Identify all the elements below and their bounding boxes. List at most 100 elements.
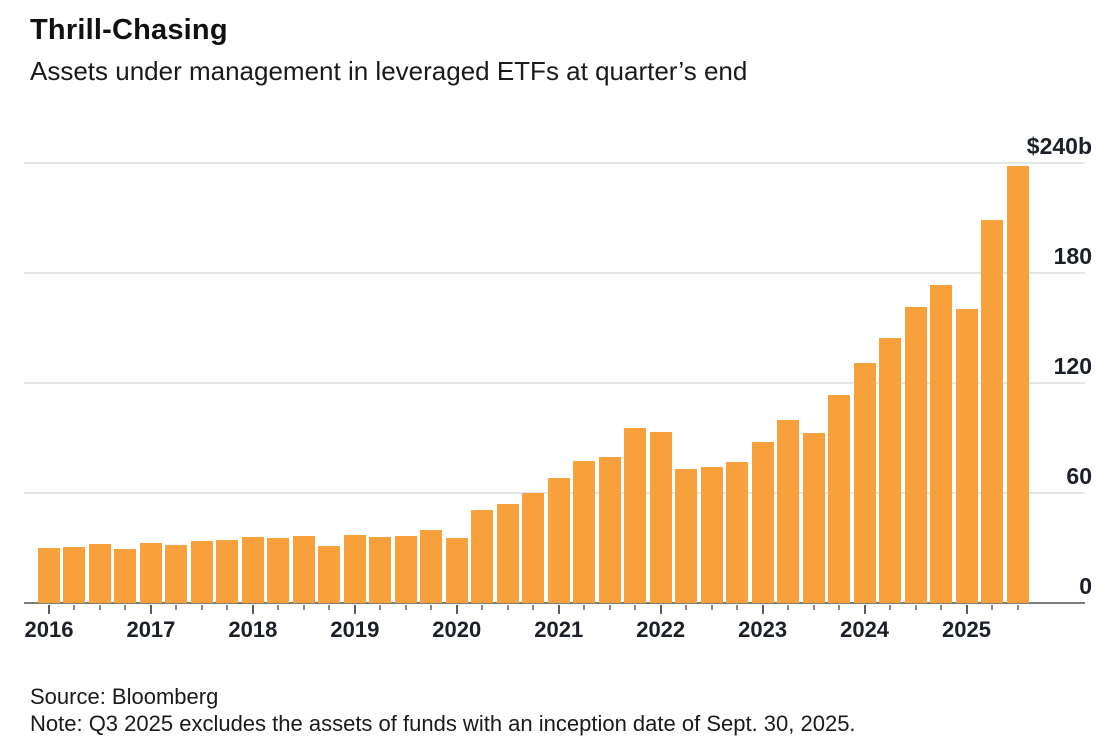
x-tick-quarter [124,605,127,610]
bar [165,545,188,603]
bar [904,306,927,603]
x-tick-quarter [685,605,688,610]
y-gridline [24,162,1085,164]
x-tick-quarter [812,605,815,610]
y-axis-label: 180 [1053,243,1092,269]
x-tick-quarter [583,605,586,610]
bar [420,529,443,603]
x-axis-baseline [24,602,1085,604]
bar [292,536,315,603]
note-text: Note: Q3 2025 excludes the assets of fun… [30,711,856,736]
bar [802,433,825,603]
bar [751,441,774,603]
bar [139,542,162,603]
y-axis-label: 0 [1079,573,1092,599]
y-axis-label: 60 [1066,463,1092,489]
bar [624,427,647,603]
bar [930,284,953,603]
bar [445,537,468,603]
y-gridline [24,272,1085,274]
x-tick-year [455,605,458,614]
x-tick-quarter [634,605,637,610]
x-tick-year [761,605,764,614]
y-axis-label: $240b [1026,133,1092,159]
x-axis-year-label: 2020 [432,617,482,642]
chart-title: Thrill-Chasing [30,14,228,46]
bar [1006,165,1029,603]
x-tick-quarter [404,605,407,610]
x-tick-quarter [506,605,509,610]
x-axis-year-label: 2018 [228,617,278,642]
bar [649,431,672,603]
x-tick-quarter [200,605,203,610]
x-tick-quarter [838,605,841,610]
chart-subtitle: Assets under management in leveraged ETF… [30,56,748,86]
x-tick-quarter [608,605,611,610]
x-axis-year-label: 2023 [738,617,788,642]
x-tick-quarter [736,605,739,610]
bar [38,548,60,603]
bar [267,537,290,603]
bar [675,469,698,603]
bar [777,419,800,603]
x-tick-quarter [940,605,943,610]
bar [241,537,264,603]
bar [343,535,366,603]
bar [981,219,1004,603]
bar [318,546,341,603]
x-tick-quarter [991,605,994,610]
x-tick-year [863,605,866,614]
x-tick-quarter [328,605,331,610]
x-tick-year [557,605,560,614]
bar [547,478,570,603]
bar [114,548,137,603]
x-tick-year [48,605,50,614]
x-axis-year-label: 2021 [534,617,584,642]
bar [828,394,851,603]
x-axis-year-label: 2022 [636,617,686,642]
x-tick-year [353,605,356,614]
x-tick-quarter [914,605,917,610]
x-tick-quarter [481,605,484,610]
bar [369,537,392,603]
x-tick-quarter [787,605,790,610]
bar [955,308,978,603]
source-text: Source: Bloomberg [30,684,219,709]
x-tick-quarter [226,605,229,610]
x-tick-year [965,605,968,614]
x-tick-quarter [430,605,433,610]
bar [700,467,723,603]
x-tick-quarter [379,605,382,610]
bar [63,547,86,603]
x-tick-quarter [532,605,535,610]
bar [573,460,596,603]
x-tick-quarter [710,605,713,610]
x-axis-year-label: 2019 [330,617,380,642]
bar [190,540,213,603]
x-axis-year-label: 2025 [942,617,991,642]
x-tick-quarter [73,605,76,610]
x-tick-year [149,605,152,614]
x-tick-year [659,605,662,614]
bar [496,504,519,603]
x-tick-quarter [1016,605,1019,610]
x-tick-quarter [277,605,280,610]
bar [598,457,621,603]
x-tick-quarter [98,605,101,610]
bar [879,338,902,603]
bar [726,461,749,603]
x-axis-year-label: 2017 [126,617,176,642]
x-tick-quarter [889,605,892,610]
x-tick-quarter [302,605,305,610]
bar [394,536,417,603]
x-axis-year-label: 2024 [840,617,890,642]
bar [88,544,111,603]
x-tick-quarter [175,605,178,610]
bar [522,493,545,603]
bar [471,509,494,603]
x-tick-year [251,605,254,614]
bar [853,362,876,603]
y-axis-label: 120 [1053,353,1092,379]
bar [216,539,239,603]
